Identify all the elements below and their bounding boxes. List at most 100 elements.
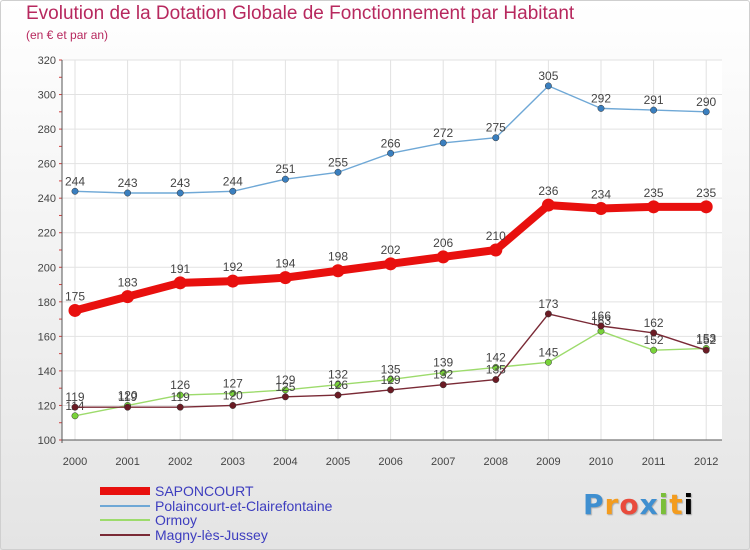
data-label: 127 xyxy=(223,376,243,390)
data-point xyxy=(121,290,135,304)
data-label: 236 xyxy=(538,184,558,198)
legend-swatch xyxy=(100,519,150,521)
data-label: 152 xyxy=(696,333,716,347)
data-label: 192 xyxy=(223,260,243,274)
legend-label: Ormoy xyxy=(155,512,197,528)
data-label: 266 xyxy=(381,136,401,150)
x-tick-label: 2008 xyxy=(484,456,508,468)
data-label: 175 xyxy=(65,289,85,303)
legend-label: Magny-lès-Jussey xyxy=(155,526,268,543)
logo-letter: t xyxy=(669,488,684,521)
data-point xyxy=(387,376,395,383)
x-tick-label: 2009 xyxy=(536,456,560,468)
x-tick-label: 2011 xyxy=(642,456,666,468)
x-tick-label: 2006 xyxy=(378,456,402,468)
data-point xyxy=(229,187,237,195)
data-label: 251 xyxy=(275,162,295,176)
logo-letter: x xyxy=(639,488,659,521)
data-point xyxy=(650,346,658,354)
data-point xyxy=(71,412,79,420)
data-label: 234 xyxy=(591,188,611,202)
data-label: 244 xyxy=(223,174,243,188)
data-point xyxy=(281,175,289,183)
x-tick-label: 2004 xyxy=(273,456,297,468)
legend-label: Polaincourt-et-Clairefontaine xyxy=(155,497,333,514)
y-tick-label: 160 xyxy=(38,331,56,343)
data-label: 235 xyxy=(696,186,716,200)
data-label: 210 xyxy=(486,229,506,243)
data-label: 290 xyxy=(696,95,716,109)
data-point xyxy=(176,189,184,197)
logo-letter: r xyxy=(604,488,620,521)
y-tick-label: 140 xyxy=(38,366,56,378)
data-label: 119 xyxy=(118,390,137,404)
data-point xyxy=(334,168,342,176)
x-tick-label: 2001 xyxy=(115,456,139,468)
data-point xyxy=(492,364,500,371)
data-point xyxy=(226,274,240,288)
data-label: 152 xyxy=(644,333,664,347)
data-point xyxy=(334,391,342,399)
data-label: 255 xyxy=(328,155,348,169)
data-point xyxy=(439,139,447,147)
legend-swatch xyxy=(100,504,150,507)
data-point xyxy=(594,202,608,216)
data-label: 191 xyxy=(170,262,190,276)
data-label: 206 xyxy=(433,236,453,250)
data-label: 198 xyxy=(328,250,348,264)
data-label: 145 xyxy=(538,345,558,359)
data-point xyxy=(597,322,605,330)
data-label: 142 xyxy=(486,350,506,364)
data-point xyxy=(544,82,552,90)
data-point xyxy=(544,358,552,366)
y-tick-label: 320 xyxy=(38,55,56,67)
data-point xyxy=(492,134,500,142)
data-point xyxy=(489,243,503,257)
x-tick-label: 2012 xyxy=(694,456,718,468)
data-point xyxy=(331,264,345,278)
y-tick-label: 120 xyxy=(38,400,56,412)
x-tick-label: 2003 xyxy=(221,456,245,468)
legend-label: SAPONCOURT xyxy=(155,483,254,499)
x-tick-label: 2007 xyxy=(431,456,455,468)
data-label: 272 xyxy=(433,126,453,140)
data-label: 126 xyxy=(170,378,190,392)
logo-letter: i xyxy=(658,488,670,521)
legend-swatch xyxy=(100,487,150,495)
data-label: 129 xyxy=(381,373,401,387)
legend-swatch xyxy=(100,533,150,536)
y-tick-label: 200 xyxy=(38,262,56,274)
chart-subtitle: (en € et par an) xyxy=(26,28,109,42)
data-point xyxy=(702,346,710,354)
data-label: 129 xyxy=(275,373,295,387)
y-tick-label: 260 xyxy=(38,159,56,171)
logo-letter: i xyxy=(683,488,695,521)
data-label: 162 xyxy=(644,316,664,330)
data-label: 120 xyxy=(118,388,138,402)
data-label: 194 xyxy=(275,257,295,271)
data-point xyxy=(334,381,342,389)
data-point xyxy=(387,149,395,157)
y-tick-label: 220 xyxy=(38,228,56,240)
data-label: 243 xyxy=(118,176,138,190)
data-point xyxy=(124,403,132,411)
data-point xyxy=(650,329,658,337)
data-point xyxy=(124,189,132,197)
data-point xyxy=(281,386,289,394)
y-tick-label: 180 xyxy=(38,297,56,309)
data-point xyxy=(387,386,395,394)
data-point xyxy=(597,104,605,112)
data-point xyxy=(702,108,710,116)
data-point xyxy=(436,250,450,264)
data-label: 292 xyxy=(591,91,611,105)
data-label: 173 xyxy=(538,297,558,311)
data-point xyxy=(176,403,184,411)
data-point xyxy=(541,198,555,212)
data-label: 132 xyxy=(328,368,348,382)
data-label: 135 xyxy=(381,363,401,377)
data-point xyxy=(68,303,82,317)
data-label: 135 xyxy=(486,363,506,377)
data-label: 126 xyxy=(328,378,348,392)
data-point xyxy=(492,376,500,383)
data-point xyxy=(173,276,187,290)
